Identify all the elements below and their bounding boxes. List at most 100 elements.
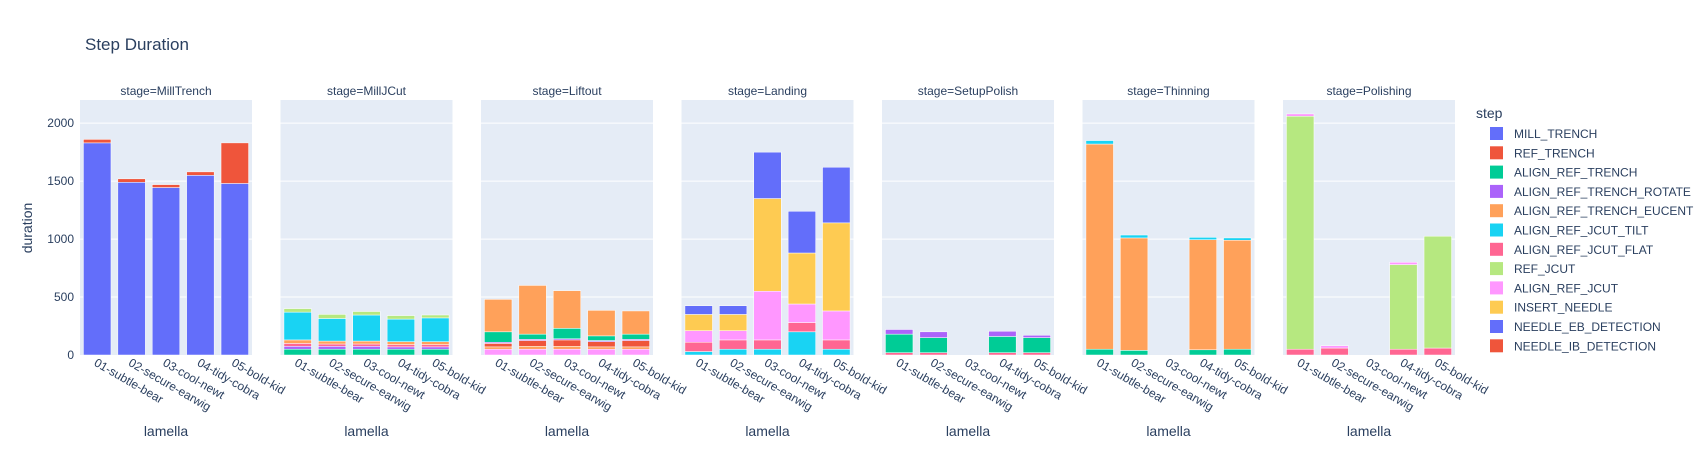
legend-item: NEEDLE_IB_DETECTION xyxy=(1490,339,1656,353)
bar-segment xyxy=(885,329,914,335)
bar-segment xyxy=(822,310,851,341)
bar-segment xyxy=(117,178,146,183)
bar-segment xyxy=(719,314,748,331)
bar-segment xyxy=(1120,350,1149,356)
legend-item: ALIGN_REF_TRENCH_ROTATE xyxy=(1490,184,1691,199)
legend-label: ALIGN_REF_TRENCH_ROTATE xyxy=(1514,185,1691,199)
bar-segment xyxy=(1188,237,1217,240)
bar-segment xyxy=(318,346,347,350)
facets-layer: stage=MillTrench01-subtle-bear02-secure-… xyxy=(47,84,1490,439)
bar-segment xyxy=(621,348,650,356)
bar-segment xyxy=(186,175,215,356)
bar-segment xyxy=(421,341,450,345)
bar-segment xyxy=(151,187,181,356)
bar-segment xyxy=(787,303,816,323)
bar-segment xyxy=(220,142,249,184)
bar-segment xyxy=(719,330,748,341)
bar-segment xyxy=(518,346,547,350)
bar-segment xyxy=(1286,348,1315,356)
facet-label: stage=Polishing xyxy=(1326,84,1411,98)
bar-segment xyxy=(1022,352,1051,356)
legend-swatch xyxy=(1490,184,1503,198)
bar-segment xyxy=(1223,348,1252,356)
bar-segment xyxy=(352,340,381,345)
bar-segment xyxy=(421,314,450,319)
legend-swatch xyxy=(1490,204,1503,218)
x-axis-title: lamella xyxy=(545,423,590,439)
bar-segment xyxy=(1389,262,1418,265)
bar-segment xyxy=(1120,237,1149,351)
bar-segment xyxy=(919,352,948,356)
bar-segment xyxy=(753,348,782,356)
y-tick-label: 1000 xyxy=(47,232,74,246)
bar-segment xyxy=(386,315,415,320)
bar-segment xyxy=(719,305,748,315)
bar-segment xyxy=(1085,348,1114,356)
bar-segment xyxy=(386,318,415,342)
bar-segment xyxy=(352,343,381,347)
legend-swatch xyxy=(1490,165,1503,179)
x-axis-title: lamella xyxy=(144,423,189,439)
bar-segment xyxy=(684,342,713,352)
bar-segment xyxy=(552,346,582,350)
legend-label: ALIGN_REF_JCUT_FLAT xyxy=(1514,243,1654,257)
bar-segment xyxy=(484,346,513,350)
bar-segment xyxy=(684,330,713,343)
bar-segment xyxy=(283,346,312,350)
bar-segment xyxy=(421,317,450,342)
bar-segment xyxy=(518,348,547,356)
bar-segment xyxy=(1188,239,1217,351)
y-tick-label: 1500 xyxy=(47,174,74,188)
legend-swatch xyxy=(1490,262,1503,276)
legend: step MILL_TRENCH REF_TRENCH ALIGN_REF_TREN… xyxy=(1476,105,1694,353)
bar-segment xyxy=(919,337,948,353)
bar-segment xyxy=(1022,335,1051,338)
bar-segment xyxy=(919,331,948,338)
facet-label: stage=Thinning xyxy=(1127,84,1209,98)
bar-segment xyxy=(552,328,582,340)
bar-segment xyxy=(352,311,381,316)
bar-segment xyxy=(1389,264,1418,350)
bar-segment xyxy=(151,184,181,188)
bar-segment xyxy=(552,339,582,347)
bar-segment xyxy=(484,331,513,343)
legend-item: MILL_TRENCH xyxy=(1490,127,1597,141)
x-axis-title: lamella xyxy=(1146,423,1191,439)
facet-milltrench: stage=MillTrench01-subtle-bear02-secure-… xyxy=(47,84,287,439)
facet-landing: stage=Landing01-subtle-bear02-secure-ear… xyxy=(681,84,889,439)
legend-item: ALIGN_REF_TRENCH_EUCENT xyxy=(1490,204,1694,218)
y-tick-label: 0 xyxy=(67,348,74,362)
legend-label: REF_TRENCH xyxy=(1514,146,1595,160)
legend-swatch xyxy=(1490,281,1503,295)
legend-item: REF_JCUT xyxy=(1490,262,1576,276)
bar-segment xyxy=(386,348,415,356)
bar-segment xyxy=(484,343,513,348)
legend-item: ALIGN_REF_JCUT_TILT xyxy=(1490,223,1649,238)
bar-segment xyxy=(988,336,1017,353)
chart-title: Step Duration xyxy=(85,35,189,54)
x-axis-title: lamella xyxy=(1347,423,1392,439)
legend-title: step xyxy=(1476,105,1503,121)
legend-label: MILL_TRENCH xyxy=(1514,127,1597,141)
bar-segment xyxy=(421,348,450,356)
bar-segment xyxy=(1022,337,1051,353)
legend-items: MILL_TRENCH REF_TRENCH ALIGN_REF_TRENCH ALI… xyxy=(1490,127,1694,353)
facet-label: stage=MillJCut xyxy=(327,84,407,98)
bar-segment xyxy=(352,346,381,350)
bar-segment xyxy=(1223,237,1252,241)
bar-segment xyxy=(1423,235,1452,349)
y-axis-title: duration xyxy=(19,203,35,254)
legend-label: ALIGN_REF_JCUT xyxy=(1514,281,1619,295)
facet-thinning: stage=Thinning01-subtle-bear02-secure-ea… xyxy=(1082,84,1290,439)
bar-segment xyxy=(283,308,312,313)
bar-segment xyxy=(753,198,782,292)
bar-segment xyxy=(822,166,851,224)
facet-polishing: stage=Polishing01-subtle-bear02-secure-e… xyxy=(1283,84,1491,439)
bar-segment xyxy=(318,318,347,342)
legend-swatch xyxy=(1490,300,1503,314)
bar-segment xyxy=(885,333,914,353)
bar-segment xyxy=(787,322,816,333)
facet-label: stage=Liftout xyxy=(532,84,602,98)
